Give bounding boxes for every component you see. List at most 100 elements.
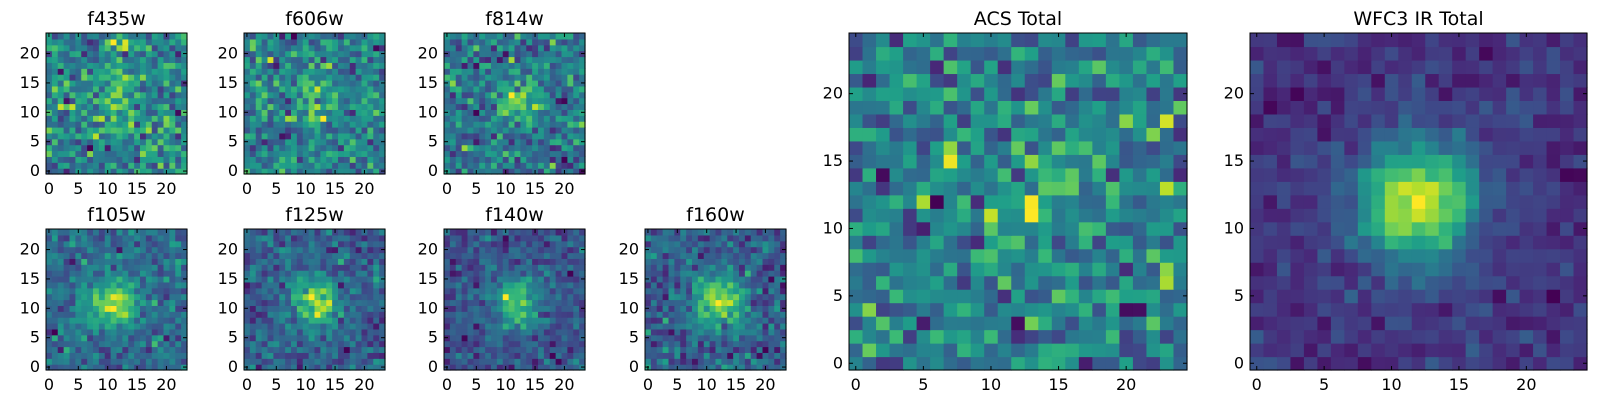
heatmap-cell [1159,59,1175,75]
heatmap-cell [343,74,351,81]
heatmap-cell [355,364,363,371]
heatmap-cell [51,80,59,87]
heatmap-cell [668,305,675,312]
heatmap-cell [279,80,286,87]
heatmap-cell [57,234,65,242]
heatmap-cell [140,299,147,306]
heatmap-cell [984,356,999,371]
heatmap-cell [774,252,781,259]
heatmap-cell [520,323,527,330]
heatmap-cell [733,258,740,265]
heatmap-cell [255,334,263,342]
heatmap-cell [479,334,486,342]
heatmap-cell [715,346,722,353]
heatmap-cell [709,252,717,259]
heatmap-cell [485,264,492,271]
heatmap-cell [326,358,333,365]
heatmap-cell [302,270,310,277]
heatmap-cell [561,311,568,318]
heatmap-cell [302,50,310,58]
heatmap-cell [514,240,521,248]
heatmap-cell [703,258,711,265]
heatmap-cell [567,162,574,169]
heatmap-cell [261,364,269,371]
heatmap-cell [526,109,533,116]
heatmap-cell [367,234,374,242]
heatmap-cell [140,346,147,353]
heatmap-cell [520,317,527,324]
heatmap-cell [379,91,386,99]
heatmap-cell [373,270,380,277]
heatmap-cell [57,44,65,52]
heatmap-cell [984,262,999,277]
heatmap-cell [98,346,106,353]
heatmap-cell [140,305,147,312]
heatmap-cell [674,264,681,271]
heatmap-cell [715,299,722,306]
heatmap-cell [140,68,147,75]
heatmap-cell [573,358,580,365]
heatmap-cell [151,305,159,312]
heatmap-cell [674,352,681,359]
heatmap-cell [473,85,480,93]
heatmap-cell [461,293,469,301]
heatmap-cell [496,264,504,271]
heatmap-cell [768,276,775,283]
heatmap-cell [69,346,76,353]
heatmap-cell [285,85,292,93]
heatmap-cell [739,323,746,330]
heatmap-cell [943,316,958,331]
heatmap-cell [261,91,269,99]
heatmap-cell [686,229,693,236]
heatmap-cell [1011,127,1026,142]
heatmap-cell [349,162,357,169]
heatmap-cell [308,162,316,169]
heatmap-cell [543,168,551,175]
heatmap-cell [514,340,521,348]
heatmap-cell [555,156,563,163]
heatmap-cell [461,346,469,353]
heatmap-cell [326,156,333,163]
heatmap-cell [567,305,574,312]
heatmap-cell [1159,181,1175,196]
heatmap-cell [104,150,112,157]
heatmap-cell [849,140,864,155]
heatmap-cell [75,144,82,152]
heatmap-cell [279,328,286,336]
heatmap-cell [449,270,457,277]
heatmap-cell [532,334,539,342]
heatmap-cell [1011,248,1026,263]
heatmap-cell [686,252,693,259]
heatmap-cell [680,328,687,336]
heatmap-cell [567,252,574,259]
heatmap-cell [69,328,76,336]
heatmap-cell [1024,235,1039,250]
x-tick-label: 0 [242,375,252,394]
heatmap-cell [567,103,574,110]
heatmap-cell [555,138,563,146]
heatmap-cell [349,346,357,353]
heatmap-cell [739,328,746,336]
heatmap-cell [721,334,728,342]
heatmap-cell [514,352,521,359]
heatmap-cell [1519,356,1534,371]
heatmap-cell [273,276,280,283]
heatmap-cell [780,240,787,248]
heatmap-cell [145,334,153,342]
heatmap-cell [455,234,463,242]
heatmap-cell [355,334,363,342]
heatmap-cell [81,38,88,46]
heatmap-cell [128,97,135,105]
heatmap-cell [367,311,374,318]
heatmap-cell [549,68,557,75]
heatmap-cell [128,258,135,265]
heatmap-cell [1119,127,1134,142]
heatmap-cell [984,127,999,142]
heatmap-cell [175,346,182,353]
heatmap-cell [116,281,123,289]
heatmap-cell [508,281,516,289]
heatmap-cell [526,85,533,93]
heatmap-cell [355,74,363,81]
heatmap-cell [479,132,486,140]
